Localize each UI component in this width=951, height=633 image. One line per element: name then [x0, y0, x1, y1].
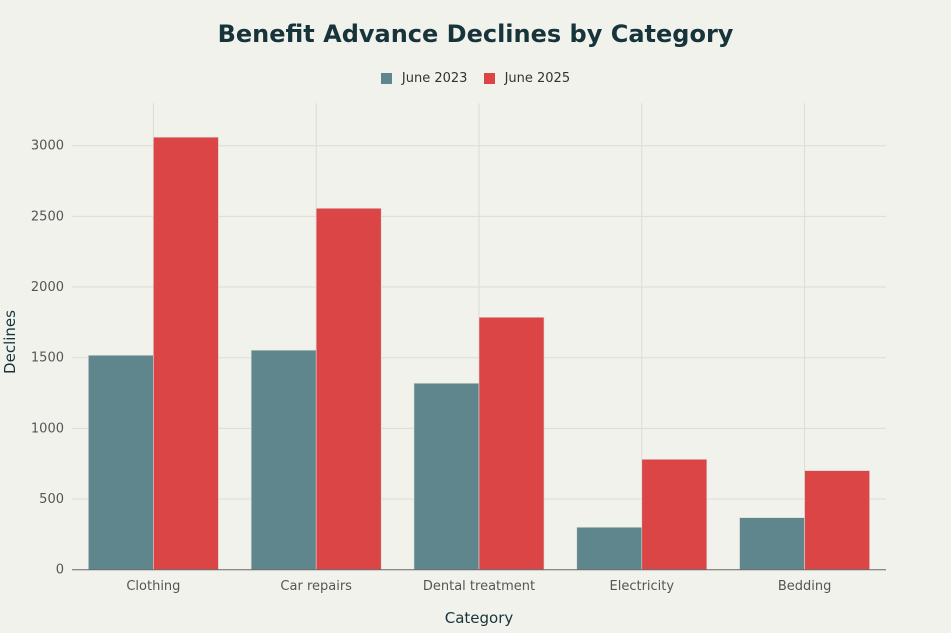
y-tick-label: 1000 [31, 421, 64, 436]
y-tick-label: 1500 [31, 351, 64, 366]
bar-june-2025 [641, 459, 708, 570]
y-tick-label: 500 [39, 492, 64, 507]
y-tick-label: 0 [56, 563, 64, 578]
legend-label: June 2023 [401, 71, 468, 86]
bar-june-2025 [315, 208, 382, 571]
bar-june-2023 [88, 354, 154, 570]
chart-title: Benefit Advance Declines by Category [217, 20, 734, 48]
legend-item-june-2023[interactable]: June 2023 [380, 71, 468, 86]
bar-june-2025 [478, 316, 545, 570]
x-tick-label: Clothing [126, 579, 180, 594]
legend-label: June 2025 [504, 71, 571, 86]
x-tick-label: Bedding [778, 579, 832, 594]
y-tick-label: 2000 [31, 280, 64, 295]
bar-june-2023 [739, 517, 805, 570]
legend-swatch [380, 73, 392, 84]
bar-june-2023 [576, 526, 643, 570]
x-tick-label: Dental treatment [423, 579, 535, 594]
legend-item-june-2025[interactable]: June 2025 [483, 71, 571, 86]
x-tick-label: Car repairs [280, 579, 352, 594]
legend-swatch [483, 73, 495, 84]
bar-june-2025 [804, 470, 870, 571]
legend: June 2023 June 2025 [0, 71, 951, 88]
x-axis-title: Category [445, 609, 514, 627]
bar-june-2025 [153, 136, 219, 571]
y-axis-title: Declines [1, 310, 19, 374]
bar-june-2023 [413, 382, 480, 571]
y-tick-label: 2500 [31, 209, 64, 224]
x-tick-label: Electricity [610, 579, 675, 594]
y-tick-label: 3000 [31, 139, 64, 154]
bar-june-2023 [250, 349, 317, 570]
